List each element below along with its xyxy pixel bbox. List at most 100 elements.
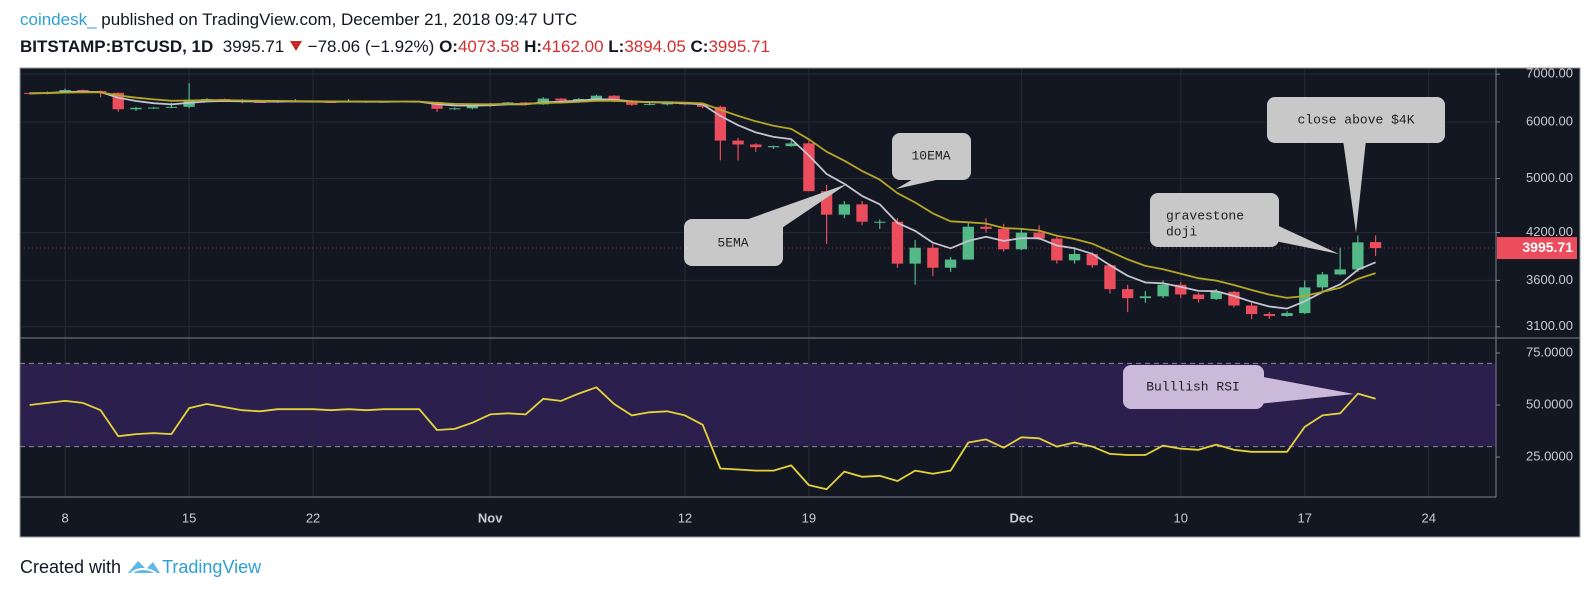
candle-body	[1121, 289, 1134, 299]
candle-body	[1245, 305, 1258, 315]
candle-body	[449, 108, 461, 110]
candle-body	[767, 146, 780, 148]
callout-text: gravestone	[1166, 208, 1244, 223]
candle-body	[555, 98, 567, 101]
down-triangle	[289, 41, 302, 51]
x-tick-label: 17	[1298, 510, 1312, 525]
field-key: L:	[608, 37, 625, 56]
x-tick-label: 24	[1421, 510, 1435, 525]
header-line: coindesk_ published on TradingView.com, …	[20, 6, 770, 33]
candle-body	[927, 247, 939, 268]
candle-body	[874, 221, 886, 223]
last-price-label: 3995.71	[1522, 239, 1573, 255]
rsi-line	[29, 386, 1376, 491]
candle-body	[643, 103, 656, 105]
candle-body	[1299, 287, 1311, 314]
x-tick-label: Nov	[478, 510, 503, 525]
symbol: BITSTAMP:BTCUSD, 1D	[20, 37, 214, 56]
rsi-band	[21, 363, 1496, 447]
last-price-box	[1497, 237, 1577, 260]
candle-body	[130, 107, 142, 110]
candle-body	[820, 191, 833, 215]
y-tick-label: 7000.00	[1526, 66, 1573, 81]
candle-body	[1263, 314, 1275, 316]
callout-rsi: Bulllish RSI	[1123, 365, 1354, 409]
callout-doji: gravestone doji	[1150, 193, 1339, 254]
x-tick-label: 10	[1174, 510, 1188, 525]
field-key: O:	[439, 37, 458, 56]
candle-body	[148, 107, 160, 109]
field-key: C:	[690, 37, 709, 56]
ema-line	[29, 91, 1376, 299]
x-tick-label: 22	[306, 510, 320, 525]
callout-text: doji	[1166, 224, 1197, 239]
change: −78.06 (−1.92%)	[307, 37, 435, 56]
candle-body	[661, 103, 673, 105]
field-key: H:	[524, 37, 543, 56]
y-tick-label: 4200.00	[1526, 224, 1573, 239]
candle-body	[466, 105, 479, 109]
candle-body	[1015, 232, 1028, 250]
candle-body	[112, 92, 124, 110]
footer-brand[interactable]: TradingView	[162, 556, 262, 577]
last-price: 3995.71	[222, 37, 285, 56]
callout-text: 10EMA	[911, 148, 950, 163]
field-value: 4162.00	[542, 37, 604, 56]
candle-body	[1051, 238, 1063, 261]
candle-body	[626, 100, 638, 105]
candle-body	[1139, 296, 1152, 299]
author: coindesk_	[20, 10, 97, 29]
header: coindesk_ published on TradingView.com, …	[20, 6, 770, 60]
candle-body	[732, 140, 744, 145]
candle-body	[838, 204, 850, 215]
y-tick-label: 25.0000	[1526, 448, 1573, 463]
candle-body	[1192, 294, 1205, 300]
candle-body	[608, 95, 620, 101]
candle-body	[1369, 242, 1382, 249]
candle-body	[1086, 253, 1098, 266]
callout-text: Bulllish RSI	[1146, 379, 1240, 394]
y-tick-label: 3600.00	[1526, 272, 1573, 287]
candle-body	[714, 106, 727, 141]
candle-body	[750, 144, 762, 148]
candle-body	[1157, 284, 1169, 297]
candle-body	[537, 98, 549, 105]
candle-body	[785, 143, 797, 147]
candle-body	[980, 226, 992, 229]
callout-text: close above $4K	[1297, 112, 1414, 127]
candle-body	[1033, 232, 1045, 239]
y-tick-label: 75.0000	[1526, 344, 1573, 359]
candle-body	[962, 226, 974, 260]
footer: Created with TradingView	[20, 555, 261, 579]
candle-body	[1334, 269, 1346, 275]
brand-logo	[128, 561, 161, 576]
x-tick-label: 8	[62, 510, 69, 525]
x-tick-label: 12	[678, 510, 692, 525]
callout-close: close above $4K	[1267, 97, 1445, 233]
callout-5ema: 5EMA	[684, 184, 847, 266]
x-tick-label: 19	[802, 510, 816, 525]
candle-body	[77, 90, 89, 92]
field-value: 3894.05	[624, 37, 686, 56]
candle-body	[1352, 242, 1364, 270]
published: published on TradingView.com, December 2…	[101, 10, 578, 29]
y-tick-label: 5000.00	[1526, 170, 1573, 185]
callout-text: 5EMA	[717, 235, 748, 250]
y-tick-label: 50.0000	[1526, 396, 1573, 411]
x-tick-label: Dec	[1009, 510, 1033, 525]
field-value: 3995.71	[708, 37, 770, 56]
candle-body	[696, 104, 709, 107]
footer-prefix: Created with	[20, 556, 122, 577]
candle-body	[1316, 274, 1329, 288]
candle-body	[165, 106, 178, 108]
candle-body	[856, 204, 868, 222]
x-tick-label: 15	[182, 510, 196, 525]
candle-body	[573, 99, 585, 101]
candle-body	[1281, 313, 1293, 316]
panes: 8 15 22 Nov 12 19 Dec 10 17 24 3100.00 3600.00 4200.…	[20, 66, 1577, 525]
y-tick-label: 3100.00	[1526, 318, 1573, 333]
candle-body	[590, 95, 603, 100]
candle-body	[1210, 291, 1222, 300]
